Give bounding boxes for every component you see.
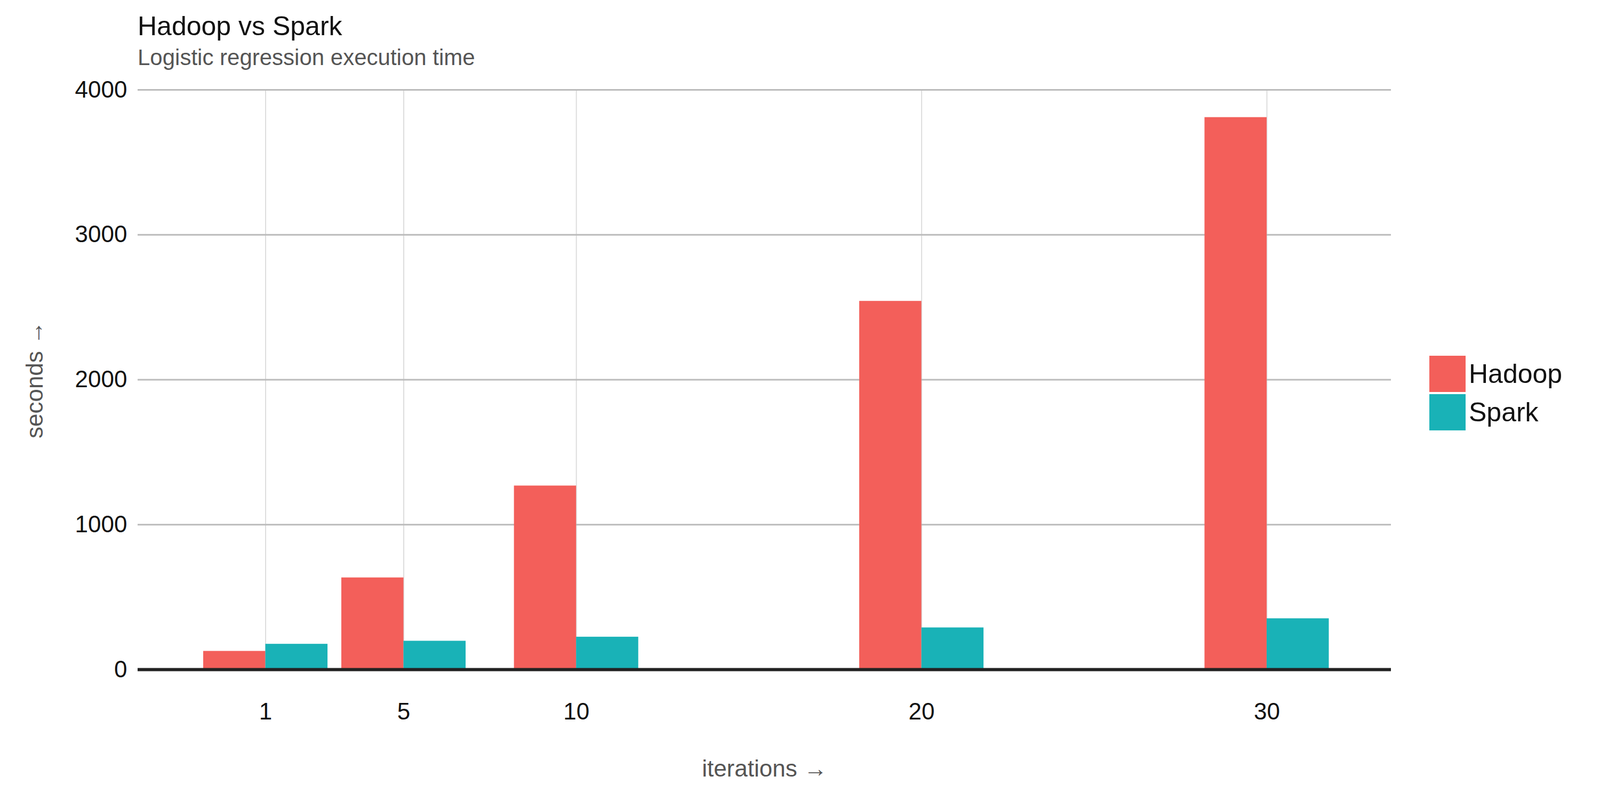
svg-text:5: 5	[397, 698, 411, 725]
svg-text:20: 20	[908, 698, 935, 725]
html-text:Hadoop vs Spark: Hadoop vs Spark	[137, 11, 343, 42]
html-text:Spark: Spark	[1468, 397, 1539, 428]
svg-text:3000: 3000	[75, 220, 128, 247]
svg-text:1000: 1000	[75, 510, 128, 538]
svg-text:4000: 4000	[75, 78, 128, 103]
html-text:Hadoop: Hadoop	[1468, 358, 1563, 389]
svg-text:0: 0	[114, 656, 127, 683]
svg-text:30: 30	[1253, 698, 1280, 725]
html-text:Logistic regression execution: Logistic regression execution time	[137, 44, 476, 70]
svg-text:2000: 2000	[75, 365, 128, 392]
svg-text:iterations →: iterations →	[701, 755, 828, 782]
svg-text:10: 10	[563, 698, 590, 725]
svg-text:seconds →: seconds →	[21, 321, 48, 439]
svg-text:1: 1	[259, 698, 272, 725]
